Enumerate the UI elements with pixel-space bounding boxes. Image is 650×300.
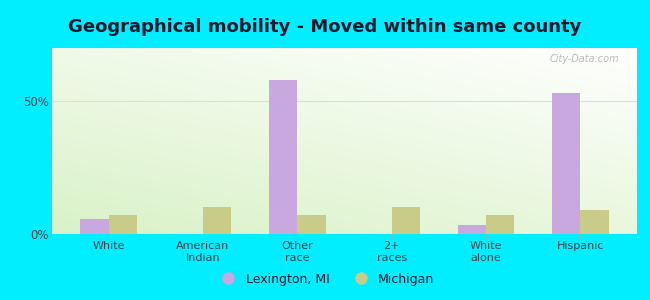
Bar [458, 225, 486, 234]
Bar [269, 80, 297, 234]
Text: Geographical mobility - Moved within same county: Geographical mobility - Moved within sam… [68, 18, 582, 36]
Legend: Lexington, MI, Michigan: Lexington, MI, Michigan [211, 268, 439, 291]
Bar [580, 210, 608, 234]
Bar [81, 219, 109, 234]
Bar [552, 93, 580, 234]
Bar [486, 215, 514, 234]
Text: City-Data.com: City-Data.com [550, 54, 619, 64]
Bar [392, 207, 420, 234]
Bar [297, 215, 326, 234]
Bar [109, 215, 137, 234]
Bar [203, 207, 231, 234]
